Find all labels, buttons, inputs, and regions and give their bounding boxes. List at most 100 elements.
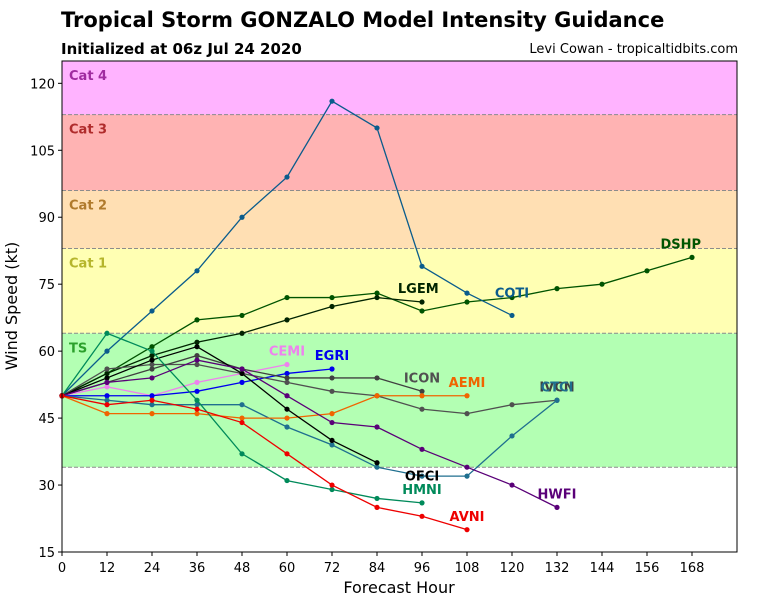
band-label: Cat 1 <box>69 256 107 271</box>
data-point <box>239 366 245 372</box>
data-point <box>194 339 200 345</box>
band-label: Cat 2 <box>69 198 107 213</box>
series-label: AVNI <box>450 510 485 525</box>
data-point <box>419 446 425 452</box>
data-point <box>194 388 200 394</box>
data-point <box>194 344 200 350</box>
data-point <box>329 375 335 381</box>
series-label: LGEM <box>398 282 439 297</box>
series-label: EGRI <box>315 349 349 364</box>
data-point <box>374 495 380 502</box>
data-point <box>509 482 515 488</box>
data-point <box>149 361 155 368</box>
y-tick-label: 120 <box>30 77 55 92</box>
series-aemi <box>59 393 470 421</box>
data-point <box>284 379 290 385</box>
data-point <box>149 344 155 350</box>
data-point <box>239 370 245 377</box>
data-point <box>239 330 245 336</box>
data-point <box>239 402 245 408</box>
data-point <box>149 402 155 408</box>
data-point <box>374 290 380 296</box>
data-point <box>239 312 245 319</box>
data-point <box>194 353 200 359</box>
data-point <box>239 451 245 457</box>
data-point <box>194 268 200 274</box>
data-point <box>149 397 155 403</box>
data-point <box>284 317 290 323</box>
series-lines <box>59 98 695 533</box>
data-point <box>419 263 425 269</box>
data-point <box>284 361 290 368</box>
data-point <box>194 379 200 385</box>
data-point <box>149 357 155 363</box>
data-point <box>104 330 110 336</box>
x-tick-label: 36 <box>189 561 206 576</box>
data-point <box>374 125 380 131</box>
series-label: HWFI <box>538 487 577 502</box>
data-point <box>419 500 425 506</box>
series-line <box>61 395 468 531</box>
data-point <box>284 370 290 377</box>
band-cat-2 <box>62 190 737 249</box>
data-point <box>194 397 200 403</box>
data-point <box>509 294 515 301</box>
data-point <box>329 437 335 444</box>
data-point <box>374 375 380 381</box>
data-point <box>194 406 200 412</box>
data-point <box>104 411 110 417</box>
data-point <box>419 473 425 479</box>
data-point <box>104 384 110 390</box>
data-point <box>239 419 245 426</box>
data-point <box>284 174 290 180</box>
data-point <box>284 393 290 399</box>
data-point <box>284 424 290 430</box>
data-point <box>104 366 110 372</box>
series-label: AEMI <box>449 376 486 391</box>
band-label: TS <box>69 341 87 356</box>
data-point <box>149 393 155 399</box>
y-tick-label: 45 <box>38 412 55 427</box>
series-label: HMNI <box>402 483 442 498</box>
data-point <box>329 294 335 301</box>
x-tick-label: 24 <box>144 561 161 576</box>
data-point <box>104 402 110 408</box>
series-line <box>61 359 558 508</box>
series-ofci <box>59 344 380 466</box>
data-point <box>419 388 425 394</box>
data-point <box>149 411 155 417</box>
data-point <box>104 348 110 354</box>
data-point <box>419 299 425 305</box>
data-point <box>284 477 290 484</box>
x-tick-label: 96 <box>414 561 431 576</box>
data-point <box>554 397 560 403</box>
y-tick-label: 105 <box>30 144 55 159</box>
band-label: Cat 4 <box>69 69 107 84</box>
data-point <box>329 98 335 104</box>
data-point <box>239 214 245 220</box>
band-ts <box>62 333 737 468</box>
data-point <box>329 366 335 372</box>
data-point <box>509 433 515 439</box>
data-point <box>194 411 200 417</box>
data-point <box>464 411 470 417</box>
y-tick-label: 75 <box>38 278 55 293</box>
data-point <box>419 308 425 314</box>
data-point <box>284 375 290 381</box>
x-tick-label: 48 <box>234 561 251 576</box>
x-tick-label: 144 <box>590 561 615 576</box>
data-point <box>284 294 290 301</box>
series-line <box>61 395 467 419</box>
x-tick-label: 0 <box>58 561 66 576</box>
series-label: CTCI <box>541 380 574 395</box>
data-point <box>464 290 470 296</box>
x-tick-label: 156 <box>635 561 660 576</box>
data-point <box>239 379 245 385</box>
data-point <box>509 312 515 319</box>
data-point <box>329 482 335 488</box>
data-point <box>419 513 425 519</box>
series-line <box>61 395 558 477</box>
data-point <box>194 402 200 408</box>
data-point <box>104 370 110 377</box>
data-point <box>194 361 200 368</box>
